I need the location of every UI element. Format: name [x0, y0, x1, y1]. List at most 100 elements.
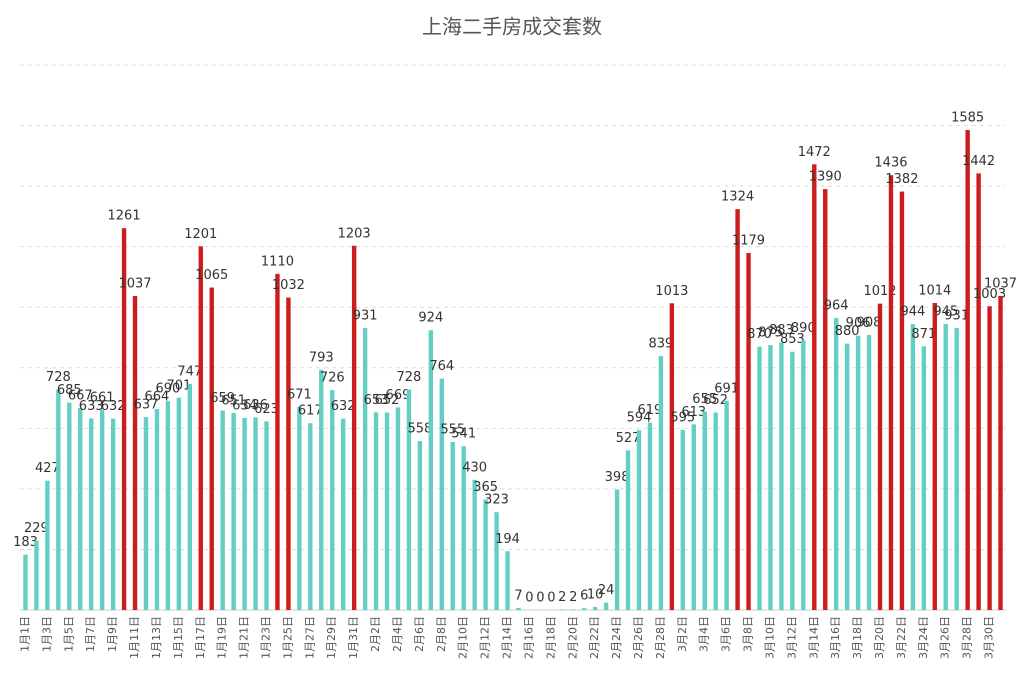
x-tick-label: 2月28日 [654, 616, 667, 659]
bar [910, 324, 916, 610]
bar [406, 389, 412, 610]
bar [757, 346, 762, 610]
x-tick-label: 3月14日 [807, 616, 820, 659]
bar [768, 345, 773, 610]
value-label: 747 [177, 364, 202, 379]
bar [658, 355, 664, 610]
bar [844, 343, 850, 610]
bar [812, 164, 817, 611]
bar [691, 424, 696, 610]
value-label: 1436 [874, 156, 907, 171]
bar [56, 389, 61, 610]
bar [921, 346, 927, 610]
value-label: 0 [525, 591, 533, 606]
x-tick-label: 1月15日 [172, 616, 185, 659]
x-tick-label: 3月10日 [763, 616, 776, 659]
value-label: 875 [758, 326, 783, 341]
bar [472, 479, 477, 610]
value-label: 691 [714, 381, 739, 396]
value-label: 637 [134, 398, 159, 413]
value-label: 1201 [184, 227, 217, 242]
value-label: 430 [462, 460, 487, 475]
value-label: 1013 [655, 284, 688, 299]
x-tick-label: 2月6日 [413, 616, 426, 652]
bar [647, 422, 653, 610]
x-tick-label: 2月2日 [369, 616, 382, 652]
bar [220, 410, 225, 610]
x-tick-label: 2月18日 [544, 616, 557, 659]
bar [428, 330, 434, 610]
value-label: 908 [857, 316, 882, 331]
value-label: 633 [79, 399, 104, 414]
x-tick-label: 1月9日 [106, 616, 119, 652]
bar [680, 429, 686, 610]
value-label: 728 [397, 370, 422, 385]
value-label: 652 [375, 393, 400, 408]
value-label: 1065 [195, 268, 228, 283]
value-label: 924 [418, 311, 443, 326]
value-label: 839 [648, 336, 673, 351]
bar [833, 318, 839, 610]
x-tick-label: 1月25日 [281, 616, 294, 659]
value-label: 669 [386, 388, 411, 403]
value-label: 1324 [721, 190, 754, 205]
bar [78, 408, 83, 610]
bar [603, 602, 609, 610]
x-tick-label: 1月31日 [347, 616, 360, 659]
value-label: 0 [536, 591, 544, 606]
bar [516, 607, 521, 610]
x-tick-label: 2月26日 [632, 616, 645, 659]
value-label: 558 [407, 422, 432, 437]
x-tick-label: 2月16日 [522, 616, 535, 659]
bar [340, 418, 346, 610]
bar [998, 296, 1003, 610]
value-label: 6 [580, 589, 588, 604]
value-label: 653 [364, 393, 389, 408]
value-label: 0 [547, 591, 555, 606]
x-tick-label: 2月22日 [588, 616, 601, 659]
bar [790, 351, 795, 610]
value-label: 1012 [863, 284, 896, 299]
value-label: 1037 [118, 277, 151, 292]
value-label: 1585 [951, 111, 984, 126]
x-tick-label: 1月23日 [260, 616, 273, 659]
value-label: 659 [210, 391, 235, 406]
x-tick-label: 1月3日 [40, 616, 53, 652]
bar [45, 480, 50, 610]
x-tick-label: 2月12日 [479, 616, 492, 659]
bar [877, 303, 883, 610]
value-label: 871 [911, 327, 936, 342]
value-label: 664 [145, 389, 170, 404]
value-label: 7 [514, 588, 522, 603]
value-label: 427 [35, 461, 60, 476]
bar [99, 409, 105, 610]
x-tick-label: 3月24日 [917, 616, 930, 659]
value-label: 613 [681, 405, 706, 420]
value-label: 880 [835, 324, 860, 339]
x-tick-label: 3月26日 [939, 616, 952, 659]
bar [330, 390, 335, 610]
bar [899, 191, 905, 611]
x-tick-label: 3月16日 [829, 616, 842, 659]
chart-title: 上海二手房成交套数 [422, 15, 602, 39]
bar [67, 402, 72, 610]
value-label: 594 [627, 411, 652, 426]
value-label: 1179 [732, 234, 765, 249]
value-label: 652 [703, 393, 728, 408]
bar [89, 418, 94, 610]
bar [746, 253, 751, 610]
bar [582, 608, 587, 610]
bar [932, 302, 937, 610]
bar [308, 423, 313, 610]
value-label: 964 [824, 299, 849, 314]
x-tick-label: 3月28日 [961, 616, 974, 659]
value-label: 617 [298, 404, 323, 419]
x-tick-label: 3月12日 [785, 616, 798, 659]
x-tick-label: 1月13日 [150, 616, 163, 659]
bar [351, 245, 357, 610]
x-tick-label: 2月14日 [501, 616, 514, 659]
value-label: 661 [90, 390, 115, 405]
bar [165, 401, 171, 610]
bar [395, 407, 401, 610]
x-tick-label: 1月17日 [194, 616, 207, 659]
